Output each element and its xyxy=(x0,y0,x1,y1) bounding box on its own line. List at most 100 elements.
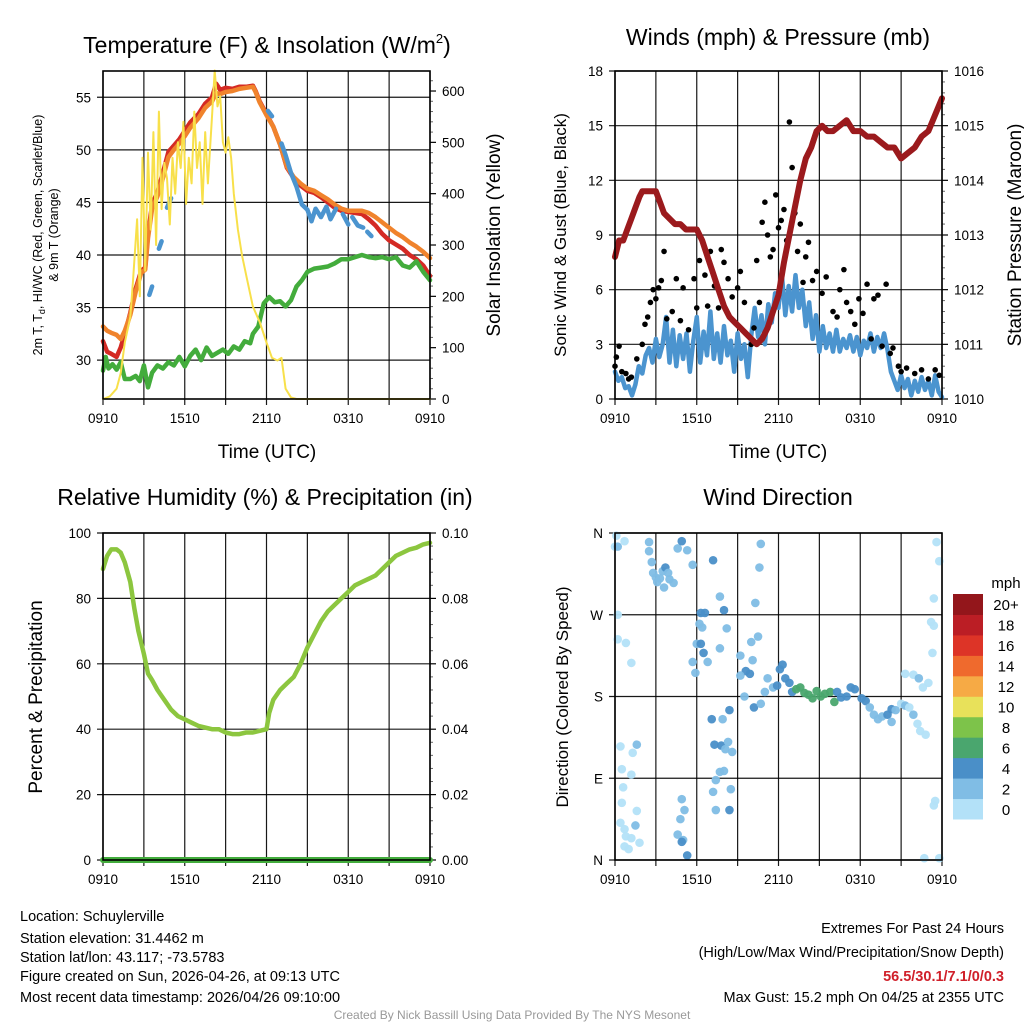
rh-y-tick-label: 40 xyxy=(76,722,91,737)
wind-series-gust-point xyxy=(775,224,782,231)
direction-point xyxy=(914,674,924,683)
direction-point xyxy=(726,784,736,794)
direction-point xyxy=(696,639,706,649)
wind-series-gust-point xyxy=(847,308,854,315)
colorbar-label: 14 xyxy=(998,659,1015,676)
wind-series-gust-point xyxy=(875,292,881,298)
wind-series-gust-point xyxy=(770,246,776,253)
wind-series-gust-point xyxy=(680,285,686,291)
wind-series-gust-point xyxy=(871,295,877,302)
direction-point xyxy=(677,837,687,847)
direction-point xyxy=(616,742,625,751)
direction-point xyxy=(682,545,692,555)
rh-right-tick-label: 0.06 xyxy=(442,657,468,672)
temp-left-axis-label: 2m T, Td, HI/WC (Red, Green, Scarlet/Blu… xyxy=(31,115,47,356)
temp-series-solar-insolation-line xyxy=(102,69,431,400)
direction-point xyxy=(677,536,687,546)
wind-series-gust-point xyxy=(725,275,731,282)
direction-point xyxy=(722,624,732,633)
wind-left-axis-label: Sonic Wind & Gust (Blue, Black) xyxy=(551,113,570,357)
wind-series-gust-point xyxy=(843,299,850,306)
wind-series-gust-point xyxy=(925,376,932,382)
wind-series-gust-point xyxy=(879,343,885,349)
direction-point xyxy=(616,818,625,828)
direction-point xyxy=(644,546,654,556)
direction-point xyxy=(929,801,939,810)
rh-y-tick-label: 80 xyxy=(76,591,91,606)
direction-point xyxy=(746,637,756,647)
wind-series-gust-point xyxy=(639,341,646,348)
temp-panel-title: Temperature (F) & Insolation (W/m2) xyxy=(83,31,451,58)
direction-point xyxy=(711,775,721,785)
pressure-right-axis-label: Station Pressure (Maroon) xyxy=(1005,124,1024,347)
wind-y-tick-label: 0 xyxy=(595,392,603,407)
direction-point xyxy=(905,703,914,712)
wind-series-gust-point xyxy=(772,192,779,198)
wind-series-gust-point xyxy=(663,316,670,322)
temp-right-tick-label: 300 xyxy=(442,238,465,253)
info-elevation: Station elevation: 31.4462 m xyxy=(20,931,204,947)
direction-x-tick-label: 1510 xyxy=(682,872,712,887)
wind-series-gust-point xyxy=(691,275,697,282)
direction-plot: 0910 1510 2110 0310 0910 N E S W N 0 2 4 6 8 10 12 14 16 18… xyxy=(590,526,1019,887)
wind-right-tick-label: 1016 xyxy=(954,64,984,79)
temp-y-tick-label: 45 xyxy=(76,195,91,210)
direction-point xyxy=(688,560,697,570)
direction-point xyxy=(680,805,689,815)
temp-right-tick-label: 600 xyxy=(442,84,465,99)
wind-series-gust-point xyxy=(658,277,665,284)
direction-point xyxy=(647,557,657,567)
rh-right-tick-label: 0.02 xyxy=(442,788,468,803)
info-created: Figure created on Sun, 2026-04-26, at 09… xyxy=(20,969,340,985)
rh-left-axis-label: Percent & Precipitation xyxy=(26,600,47,793)
wind-x-tick-label: 2110 xyxy=(764,411,793,426)
wind-y-tick-label: 18 xyxy=(588,64,603,79)
colorbar-label: 10 xyxy=(998,700,1015,717)
colorbar-label: 18 xyxy=(998,618,1015,635)
wind-x-tick-label: 0910 xyxy=(927,411,957,426)
direction-point xyxy=(711,805,721,815)
extremes-info: Extremes For Past 24 Hours (High/Low/Max… xyxy=(699,921,1004,1006)
wind-series-gust-point xyxy=(936,372,943,379)
direction-point xyxy=(751,598,760,608)
colorbar-swatch xyxy=(953,757,983,779)
wind-x-tick-label: 0310 xyxy=(845,411,875,426)
wind-right-tick-label: 1015 xyxy=(954,119,984,134)
wind-series-gust-point xyxy=(786,119,793,125)
direction-point xyxy=(748,655,757,665)
direction-point xyxy=(620,824,629,834)
direction-point xyxy=(913,719,922,729)
info-location: Location: Schuylerville xyxy=(20,909,164,925)
wind-x-axis-title: Time (UTC) xyxy=(729,442,828,463)
wind-series-gust-point xyxy=(903,365,910,371)
direction-point xyxy=(617,798,627,808)
wind-series-gust-point xyxy=(864,281,870,288)
direction-point xyxy=(891,705,900,715)
temp-frame xyxy=(102,70,431,400)
direction-point xyxy=(721,744,730,754)
wind-right-tick-label: 1011 xyxy=(954,337,983,352)
rh-y-tick-label: 20 xyxy=(76,788,91,803)
colorbar-label: 16 xyxy=(998,638,1015,655)
direction-point xyxy=(635,838,644,848)
direction-point xyxy=(617,764,627,774)
wind-series-station-pressure-line xyxy=(612,95,945,348)
wind-y-tick-label: 6 xyxy=(595,283,603,298)
wind-series-gust-point xyxy=(721,259,727,266)
direction-point xyxy=(632,740,642,749)
rh-right-tick-label: 0.04 xyxy=(442,722,469,737)
wind-series-gust-point xyxy=(860,310,866,317)
colorbar-label: 0 xyxy=(1002,802,1010,819)
wind-series-gust-point xyxy=(669,308,676,315)
direction-point xyxy=(760,687,770,697)
colorbar-swatch xyxy=(953,778,983,800)
wind-y-tick-label: 12 xyxy=(588,173,603,188)
rh-x-tick-label: 0910 xyxy=(88,872,118,887)
direction-panel-title: Wind Direction xyxy=(703,484,853,510)
wind-series-gust-point xyxy=(756,299,763,306)
wind-series-gust-point xyxy=(677,317,684,324)
wind-right-tick-label: 1013 xyxy=(954,228,984,243)
rh-x-tick-label: 0310 xyxy=(333,872,363,887)
direction-point xyxy=(627,658,636,668)
direction-y-tick-label: S xyxy=(594,690,603,705)
